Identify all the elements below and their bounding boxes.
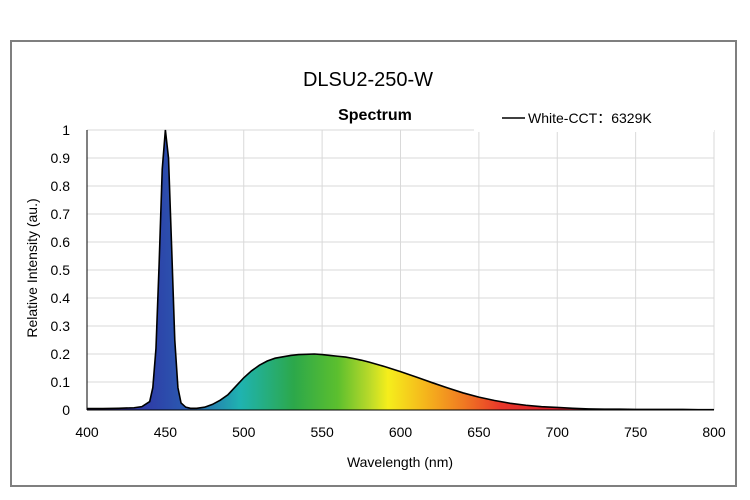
y-tick-label: 0.5: [51, 262, 71, 278]
y-tick-label: 0.9: [51, 150, 71, 166]
legend: White-CCT：6329K: [474, 106, 714, 132]
chart-title: DLSU2-250-W: [303, 69, 433, 91]
grid-lines: [86, 129, 715, 411]
chart-subtitle: Spectrum: [338, 107, 412, 124]
x-tick-label: 650: [467, 424, 491, 440]
x-tick-label: 500: [232, 424, 256, 440]
x-tick-label: 600: [389, 424, 413, 440]
series-line-white-cct: [87, 129, 714, 411]
y-tick-label: 0.6: [51, 234, 71, 250]
y-tick-label: 0.2: [51, 346, 71, 362]
x-tick-label: 800: [702, 424, 726, 440]
x-tick-label: 750: [624, 424, 648, 440]
x-axis-label: Wavelength (nm): [347, 454, 453, 470]
x-tick-labels: 400 450 500 550 600 650 700 750 800: [75, 424, 726, 440]
y-tick-label: 0.7: [51, 206, 71, 222]
x-tick-label: 400: [75, 424, 99, 440]
y-tick-label: 0.4: [51, 290, 71, 306]
x-tick-label: 550: [310, 424, 334, 440]
legend-label: White-CCT：6329K: [528, 110, 652, 126]
y-axis-label: Relative Intensity (au.): [24, 198, 40, 337]
y-tick-label: 0: [62, 402, 70, 418]
y-tick-label: 0.3: [51, 318, 71, 334]
x-tick-label: 450: [154, 424, 178, 440]
x-tick-label: 700: [546, 424, 570, 440]
spectrum-chart: 0 0.1 0.2 0.3 0.4 0.5 0.6 0.7 0.8 0.9 1 400 450 500 5…: [24, 69, 726, 470]
y-tick-labels: 0 0.1 0.2 0.3 0.4 0.5 0.6 0.7 0.8 0.9 1: [51, 122, 71, 418]
y-tick-label: 0.8: [51, 178, 71, 194]
y-tick-label: 1: [62, 122, 70, 138]
chart-frame: 0 0.1 0.2 0.3 0.4 0.5 0.6 0.7 0.8 0.9 1 400 450 500 5…: [10, 40, 737, 487]
y-tick-label: 0.1: [51, 374, 71, 390]
